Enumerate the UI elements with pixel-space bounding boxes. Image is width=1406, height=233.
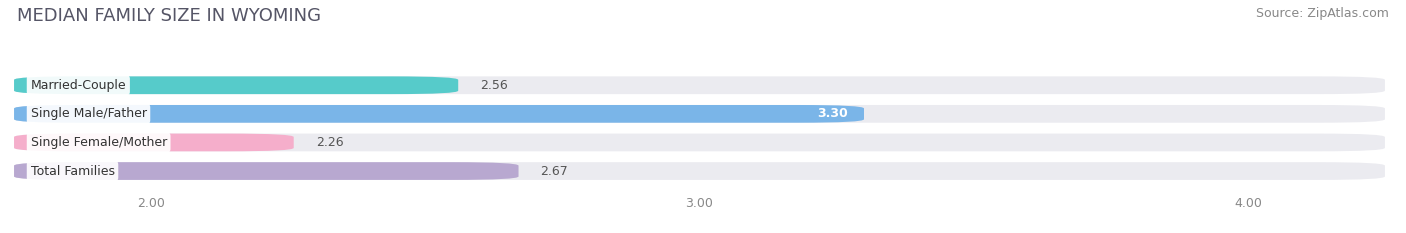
FancyBboxPatch shape — [14, 162, 1385, 180]
Text: 3.30: 3.30 — [817, 107, 848, 120]
Text: Source: ZipAtlas.com: Source: ZipAtlas.com — [1256, 7, 1389, 20]
Text: Single Male/Father: Single Male/Father — [31, 107, 146, 120]
FancyBboxPatch shape — [14, 105, 863, 123]
FancyBboxPatch shape — [14, 76, 1385, 94]
FancyBboxPatch shape — [14, 76, 458, 94]
FancyBboxPatch shape — [14, 105, 1385, 123]
Text: Married-Couple: Married-Couple — [31, 79, 127, 92]
FancyBboxPatch shape — [14, 134, 294, 151]
Text: 2.56: 2.56 — [481, 79, 508, 92]
Text: Total Families: Total Families — [31, 164, 114, 178]
Text: 2.67: 2.67 — [540, 164, 568, 178]
Text: MEDIAN FAMILY SIZE IN WYOMING: MEDIAN FAMILY SIZE IN WYOMING — [17, 7, 321, 25]
FancyBboxPatch shape — [14, 134, 1385, 151]
Text: 2.26: 2.26 — [315, 136, 343, 149]
FancyBboxPatch shape — [14, 162, 519, 180]
Text: Single Female/Mother: Single Female/Mother — [31, 136, 167, 149]
